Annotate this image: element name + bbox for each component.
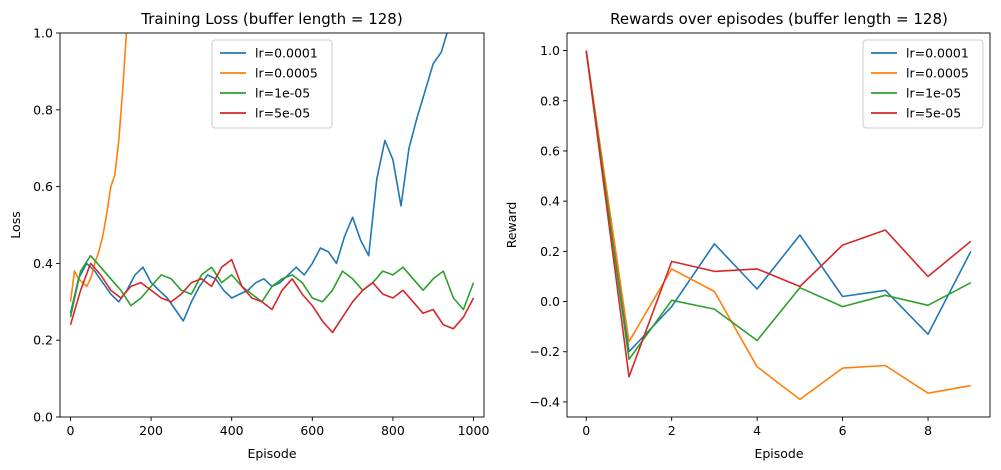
rewards-xtick-label: 6 (839, 423, 847, 438)
rewards-xtick-label: 0 (582, 423, 590, 438)
loss-series-line-3 (69, 258, 475, 334)
loss-legend-label: lr=0.0005 (255, 66, 318, 81)
loss-ytick-label: 0.4 (33, 256, 53, 271)
loss-ytick-label: 0.0 (33, 410, 53, 425)
rewards-chart-title: Rewards over episodes (buffer length = 1… (610, 10, 948, 28)
loss-legend-box (211, 39, 333, 129)
loss-chart: Training Loss (buffer length = 128) Epis… (8, 10, 489, 461)
loss-xtick-label: 1000 (458, 423, 490, 438)
loss-xtick-label: 800 (381, 423, 405, 438)
rewards-series-line-3 (585, 50, 972, 378)
loss-ytick-label: 1.0 (33, 26, 53, 41)
loss-ytick-label: 0.8 (33, 102, 53, 117)
rewards-legend-label: lr=0.0005 (906, 66, 969, 81)
loss-legend-label: lr=0.0001 (255, 46, 318, 61)
rewards-ytick-label: 0.8 (540, 93, 560, 108)
rewards-xtick-label: 4 (753, 423, 761, 438)
loss-xtick-label: 200 (139, 423, 163, 438)
rewards-series-line-2 (585, 50, 972, 361)
rewards-ytick-label: −0.4 (530, 394, 560, 409)
rewards-ytick-label: 0.0 (540, 294, 560, 309)
loss-xtick-label: 0 (67, 423, 75, 438)
rewards-legend-label: lr=1e-05 (906, 86, 961, 101)
loss-xtick-label: 400 (220, 423, 244, 438)
loss-series-line-2 (69, 254, 475, 318)
rewards-ytick-label: 0.6 (540, 143, 560, 158)
rewards-ytick-label: 0.4 (540, 194, 560, 209)
loss-chart-xlabel: Episode (247, 446, 296, 461)
rewards-xtick-label: 8 (924, 423, 932, 438)
rewards-legend-label: lr=5e-05 (906, 106, 961, 121)
rewards-chart-xlabel: Episode (754, 446, 803, 461)
rewards-axes-frame (566, 32, 991, 418)
rewards-legend-box (862, 39, 984, 129)
loss-ytick-label: 0.2 (33, 333, 53, 348)
loss-legend-label: lr=5e-05 (255, 106, 310, 121)
rewards-ytick-label: 1.0 (540, 43, 560, 58)
rewards-xtick-label: 2 (668, 423, 676, 438)
rewards-chart-ylabel: Reward (504, 202, 519, 249)
rewards-legend-label: lr=0.0001 (906, 46, 969, 61)
rewards-ytick-label: −0.2 (530, 344, 560, 359)
loss-axes-frame (59, 32, 485, 418)
rewards-ytick-label: 0.2 (540, 244, 560, 259)
loss-chart-title: Training Loss (buffer length = 128) (140, 10, 402, 28)
loss-legend-label: lr=1e-05 (255, 86, 310, 101)
loss-chart-ylabel: Loss (8, 211, 23, 238)
loss-ytick-label: 0.6 (33, 179, 53, 194)
rewards-series-line-1 (585, 50, 971, 401)
loss-series-line-1 (69, 33, 128, 302)
loss-xtick-label: 600 (300, 423, 324, 438)
rewards-chart: Rewards over episodes (buffer length = 1… (504, 10, 991, 461)
loss-series-line-0 (69, 33, 448, 322)
